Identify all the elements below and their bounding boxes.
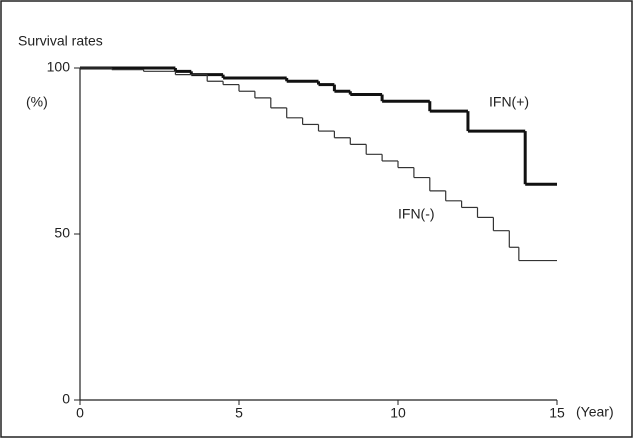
x-tick-label: 10 (390, 405, 406, 421)
series-label: IFN(+) (489, 94, 529, 110)
y-tick-label: 0 (62, 391, 70, 407)
x-tick-label: 0 (76, 405, 84, 421)
series-label: IFN(-) (398, 206, 435, 222)
x-tick-label: 15 (549, 405, 565, 421)
x-tick-label: 5 (235, 405, 243, 421)
x-axis-label: (Year) (576, 404, 614, 420)
y-tick-label: 100 (47, 59, 71, 75)
y-axis-label: (%) (26, 94, 48, 110)
y-tick-label: 50 (54, 225, 70, 241)
chart-title: Survival rates (18, 33, 103, 49)
